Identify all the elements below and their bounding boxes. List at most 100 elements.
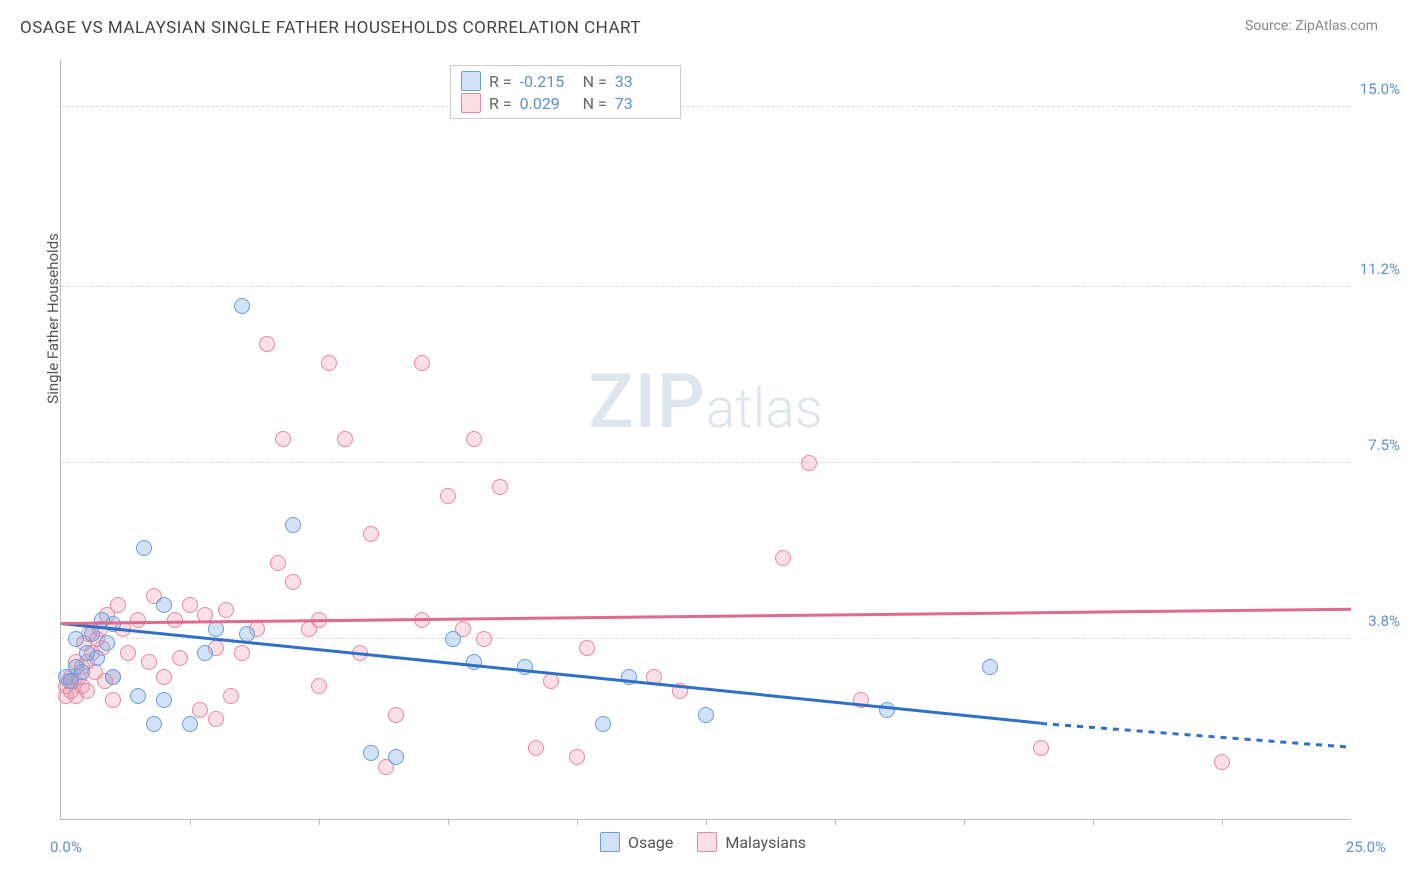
scatter-point [89,650,105,666]
legend-label: Osage [628,833,673,852]
gridline [61,462,1350,463]
scatter-point [337,431,353,447]
scatter-point [156,669,172,685]
scatter-point [466,431,482,447]
scatter-point [363,526,379,542]
gridline [61,286,1350,287]
x-axis-min-label: 0.0% [50,838,82,856]
r-label: R = [489,72,512,91]
watermark-atlas: atlas [706,377,823,441]
series-legend: Osage Malaysians [600,832,806,852]
scatter-point [517,659,533,675]
y-tick-label: 3.8% [1368,612,1400,630]
r-label: R = [489,94,512,113]
source-attribution: Source: ZipAtlas.com [1245,18,1378,34]
x-tick-mark [190,819,191,825]
scatter-point [197,645,213,661]
scatter-point [156,597,172,613]
scatter-point [879,702,895,718]
scatter-point [321,355,337,371]
scatter-point [99,635,115,651]
scatter-point [156,692,172,708]
scatter-point [363,745,379,761]
r-value: -0.215 [520,72,575,91]
x-tick-mark [1222,819,1223,825]
scatter-point [982,659,998,675]
trendline [61,608,1351,625]
scatter-point [192,702,208,718]
scatter-point [68,631,84,647]
chart-title: OSAGE VS MALAYSIAN SINGLE FATHER HOUSEHO… [20,18,641,38]
scatter-point [569,749,585,765]
scatter-point [259,336,275,352]
scatter-point [120,645,136,661]
scatter-point [182,716,198,732]
scatter-point [445,631,461,647]
scatter-point [218,602,234,618]
n-value: 73 [615,94,670,113]
x-tick-mark [964,819,965,825]
scatter-point [167,612,183,628]
scatter-point [136,540,152,556]
chart-plot-area: ZIPatlas Single Father Households 3.8%7.… [60,60,1350,820]
legend-row: R =-0.215N =33 [461,70,670,92]
legend-swatch-icon [697,832,717,852]
scatter-point [311,678,327,694]
x-tick-mark [1093,819,1094,825]
watermark-zip: ZIP [588,358,705,446]
scatter-point [579,640,595,656]
y-tick-label: 11.2% [1360,260,1400,278]
scatter-point [223,688,239,704]
scatter-point [275,431,291,447]
n-label: N = [583,72,607,91]
x-tick-mark [706,819,707,825]
watermark: ZIPatlas [588,358,822,446]
legend-row: R = 0.029 N = 73 [461,92,670,114]
scatter-point [234,645,250,661]
scatter-point [74,664,90,680]
n-label: N = [583,94,607,113]
correlation-legend: R =-0.215N =33R =0.029N =73 [450,65,681,119]
y-axis-label: Single Father Households [44,233,62,404]
legend-item: Osage [600,832,673,852]
scatter-point [141,654,157,670]
legend-swatch-icon [461,71,481,91]
scatter-point [208,621,224,637]
scatter-point [130,688,146,704]
scatter-point [528,740,544,756]
scatter-point [775,550,791,566]
scatter-point [130,612,146,628]
scatter-point [285,574,301,590]
gridline [61,638,1350,639]
scatter-point [110,597,126,613]
x-tick-mark [448,819,449,825]
x-tick-mark [319,819,320,825]
legend-swatch-icon [461,93,481,113]
scatter-point [543,673,559,689]
scatter-point [388,707,404,723]
scatter-point [698,707,714,723]
scatter-point [208,711,224,727]
r-value: 0.029 [520,94,575,113]
scatter-point [1033,740,1049,756]
x-tick-mark [835,819,836,825]
scatter-point [146,716,162,732]
x-tick-mark [577,819,578,825]
gridline [61,106,1350,107]
scatter-point [172,650,188,666]
x-axis-max-label: 25.0% [1346,838,1386,856]
y-tick-label: 15.0% [1360,80,1400,98]
scatter-point [270,555,286,571]
scatter-point [492,479,508,495]
scatter-point [234,298,250,314]
legend-swatch-icon [600,832,620,852]
scatter-point [285,517,301,533]
scatter-point [105,669,121,685]
scatter-point [801,455,817,471]
scatter-point [182,597,198,613]
scatter-point [414,355,430,371]
scatter-point [105,692,121,708]
legend-item: Malaysians [697,832,806,852]
y-tick-label: 7.5% [1368,436,1400,454]
trendline [1041,722,1351,748]
